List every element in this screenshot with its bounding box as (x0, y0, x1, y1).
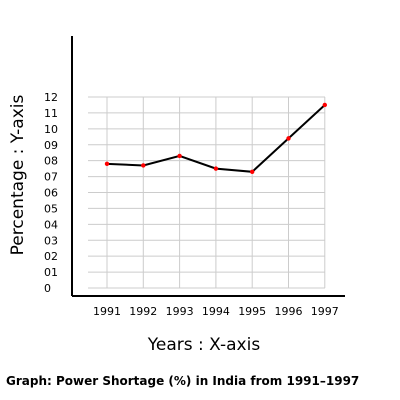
y-tick-label: 05 (44, 202, 58, 215)
y-tick-label: 07 (44, 171, 58, 184)
x-tick-labels: 1991 1992 1993 1994 1995 1996 1997 (93, 305, 339, 318)
y-axis-label: Percentage : Y-axis (8, 94, 28, 255)
y-tick-label: 06 (44, 187, 58, 200)
x-tick-label: 1992 (129, 305, 157, 318)
data-point (141, 163, 146, 168)
x-tick-label: 1995 (238, 305, 266, 318)
y-tick-label: 02 (44, 250, 58, 263)
data-point (286, 136, 291, 141)
data-markers (104, 102, 327, 175)
y-tick-label: 04 (44, 218, 58, 231)
x-tick-label: 1994 (202, 305, 230, 318)
y-tick-label: 03 (44, 234, 58, 247)
y-tick-label: 09 (44, 139, 58, 152)
grid-lines (88, 96, 326, 289)
data-point (177, 153, 182, 159)
data-point (104, 161, 110, 167)
chart-caption: Graph: Power Shortage (%) in India from … (6, 374, 359, 388)
x-tick-label: 1996 (275, 305, 303, 318)
y-tick-label: 01 (44, 266, 58, 279)
x-axis-label: Years : X-axis (147, 335, 261, 355)
y-tick-label: 10 (44, 123, 58, 136)
data-point (322, 102, 327, 108)
y-tick-label: 11 (44, 107, 58, 120)
x-tick-label: 1993 (166, 305, 194, 318)
y-tick-label: 0 (44, 282, 51, 295)
y-tick-label: 08 (44, 155, 58, 168)
y-tick-label: 12 (44, 91, 58, 104)
data-point (250, 169, 255, 175)
data-point (213, 166, 219, 171)
y-tick-labels: 0 01 02 03 04 05 06 07 08 09 10 11 12 (44, 91, 58, 295)
x-tick-label: 1997 (311, 305, 339, 318)
x-tick-label: 1991 (93, 305, 121, 318)
